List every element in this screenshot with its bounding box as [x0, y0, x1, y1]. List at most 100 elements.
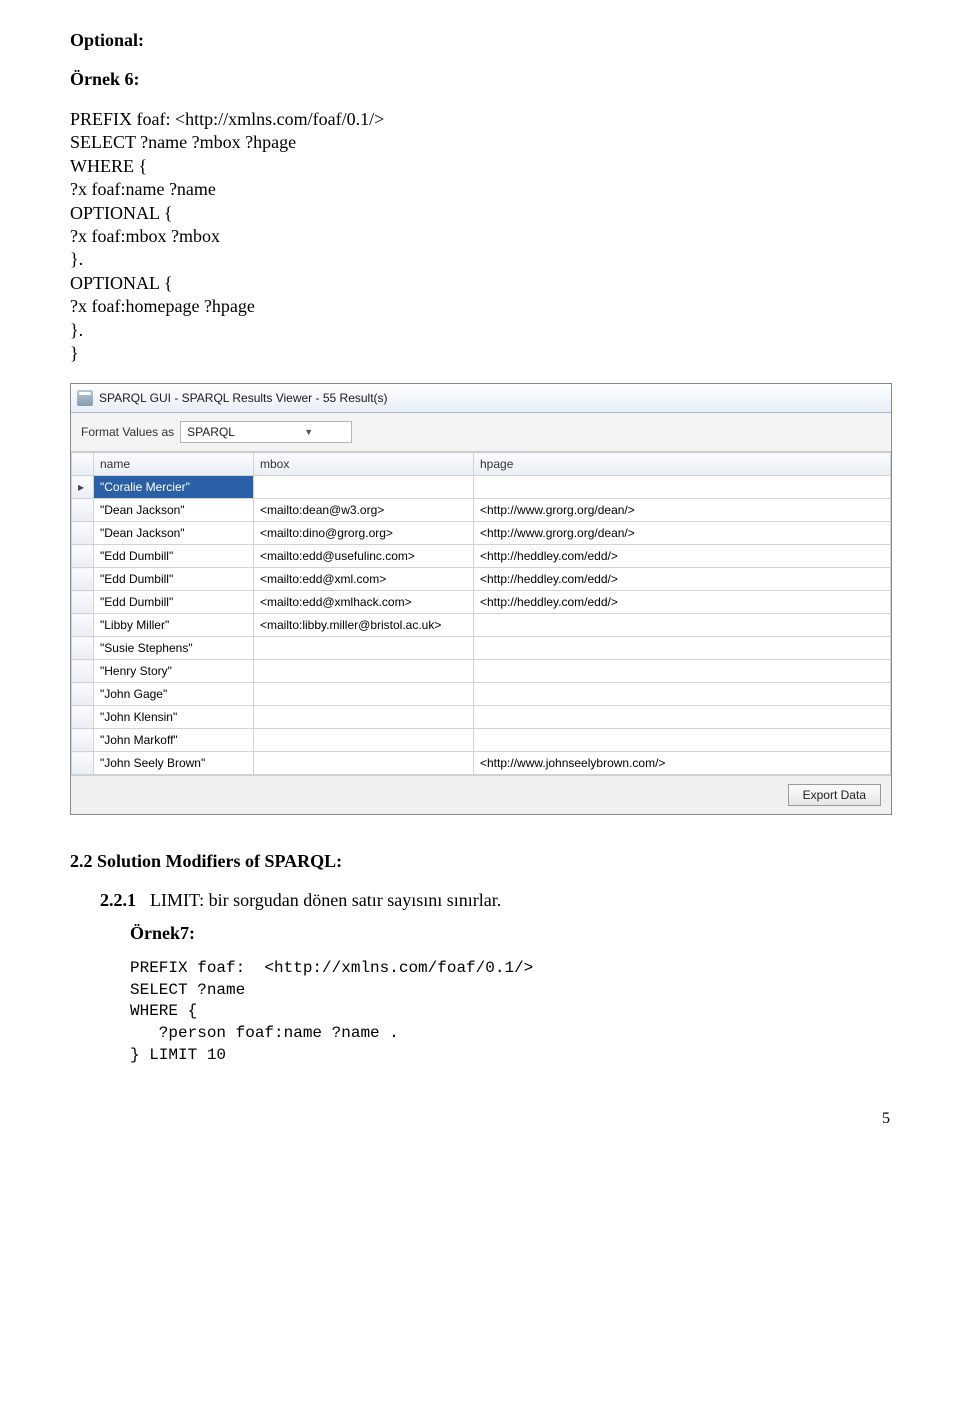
code-block-example7: PREFIX foaf: <http://xmlns.com/foaf/0.1/…	[130, 958, 890, 1066]
row-header[interactable]	[72, 499, 94, 522]
cell[interactable]	[474, 706, 891, 729]
cell[interactable]: "Susie Stephens"	[94, 637, 254, 660]
code-line: PREFIX foaf: <http://xmlns.com/foaf/0.1/…	[70, 108, 890, 131]
table-row[interactable]: "Dean Jackson"<mailto:dean@w3.org><http:…	[72, 499, 891, 522]
row-header[interactable]	[72, 752, 94, 775]
cell[interactable]: "Edd Dumbill"	[94, 545, 254, 568]
row-header[interactable]	[72, 591, 94, 614]
code-line: OPTIONAL {	[70, 202, 890, 225]
cell[interactable]	[474, 660, 891, 683]
chevron-down-icon: ▼	[266, 422, 351, 442]
results-grid[interactable]: namemboxhpage▸"Coralie Mercier""Dean Jac…	[71, 452, 891, 775]
cell[interactable]: <mailto:edd@xmlhack.com>	[254, 591, 474, 614]
cell[interactable]: <mailto:edd@xml.com>	[254, 568, 474, 591]
table-row[interactable]: "Libby Miller"<mailto:libby.miller@brist…	[72, 614, 891, 637]
table-row[interactable]: "Susie Stephens"	[72, 637, 891, 660]
cell[interactable]: <http://www.grorg.org/dean/>	[474, 522, 891, 545]
cell[interactable]: <mailto:dino@grorg.org>	[254, 522, 474, 545]
table-row[interactable]: "Edd Dumbill"<mailto:edd@xmlhack.com><ht…	[72, 591, 891, 614]
cell[interactable]: "John Klensin"	[94, 706, 254, 729]
row-header[interactable]	[72, 614, 94, 637]
row-header[interactable]	[72, 660, 94, 683]
window-bottom-bar: Export Data	[71, 775, 891, 814]
row-header[interactable]	[72, 729, 94, 752]
database-icon	[77, 390, 93, 406]
toolbar: Format Values as SPARQL ▼	[71, 413, 891, 451]
cell[interactable]	[254, 683, 474, 706]
cell[interactable]: <http://www.grorg.org/dean/>	[474, 499, 891, 522]
cell[interactable]: <mailto:libby.miller@bristol.ac.uk>	[254, 614, 474, 637]
cell[interactable]: "Libby Miller"	[94, 614, 254, 637]
cell[interactable]: "Dean Jackson"	[94, 522, 254, 545]
window-title: SPARQL GUI - SPARQL Results Viewer - 55 …	[99, 391, 388, 405]
section-2-2-heading: 2.2 Solution Modifiers of SPARQL:	[70, 851, 890, 872]
cell[interactable]: "Coralie Mercier"	[94, 476, 254, 499]
code-line: }	[70, 342, 890, 365]
table-row[interactable]: "John Seely Brown" <http://www.johnseelyb…	[72, 752, 891, 775]
cell[interactable]: <http://heddley.com/edd/>	[474, 545, 891, 568]
column-header[interactable]: hpage	[474, 453, 891, 476]
export-data-button[interactable]: Export Data	[788, 784, 881, 806]
optional-heading: Optional:	[70, 30, 890, 51]
example6-heading: Örnek 6:	[70, 69, 890, 90]
cell[interactable]: "John Markoff"	[94, 729, 254, 752]
code-line: OPTIONAL {	[70, 272, 890, 295]
row-header[interactable]	[72, 706, 94, 729]
subpoint-number: 2.2.1	[100, 890, 136, 910]
row-header[interactable]	[72, 637, 94, 660]
format-combo[interactable]: SPARQL ▼	[180, 421, 352, 443]
table-row[interactable]: ▸"Coralie Mercier"	[72, 476, 891, 499]
table-row[interactable]: "Henry Story"	[72, 660, 891, 683]
row-header[interactable]	[72, 683, 94, 706]
column-header[interactable]: name	[94, 453, 254, 476]
code-line: }.	[70, 319, 890, 342]
cell[interactable]	[474, 614, 891, 637]
table-row[interactable]: "John Klensin"	[72, 706, 891, 729]
cell[interactable]: <mailto:dean@w3.org>	[254, 499, 474, 522]
cell[interactable]: "Edd Dumbill"	[94, 568, 254, 591]
cell[interactable]	[474, 729, 891, 752]
table-row[interactable]: "Dean Jackson"<mailto:dino@grorg.org><ht…	[72, 522, 891, 545]
table-row[interactable]: "John Gage"	[72, 683, 891, 706]
table-row[interactable]: "Edd Dumbill"<mailto:edd@xml.com><http:/…	[72, 568, 891, 591]
code-block-example6: PREFIX foaf: <http://xmlns.com/foaf/0.1/…	[70, 108, 890, 365]
cell[interactable]	[254, 729, 474, 752]
cell[interactable]: "Henry Story"	[94, 660, 254, 683]
code-line: SELECT ?name ?mbox ?hpage	[70, 131, 890, 154]
cell[interactable]	[254, 660, 474, 683]
cell[interactable]: <http://heddley.com/edd/>	[474, 591, 891, 614]
cell[interactable]: <mailto:edd@usefulinc.com>	[254, 545, 474, 568]
cell[interactable]	[474, 476, 891, 499]
code-line: WHERE {	[70, 155, 890, 178]
row-header[interactable]	[72, 568, 94, 591]
cell[interactable]: "Dean Jackson"	[94, 499, 254, 522]
cell[interactable]: "John Seely Brown"	[94, 752, 254, 775]
cell[interactable]: <http://www.johnseelybrown.com/>	[474, 752, 891, 775]
code-line: ?x foaf:homepage ?hpage	[70, 295, 890, 318]
row-header[interactable]	[72, 522, 94, 545]
cell[interactable]: "John Gage"	[94, 683, 254, 706]
window-titlebar: SPARQL GUI - SPARQL Results Viewer - 55 …	[71, 384, 891, 413]
code-line: ?x foaf:name ?name	[70, 178, 890, 201]
format-label: Format Values as	[81, 425, 174, 439]
table-row[interactable]: "John Markoff"	[72, 729, 891, 752]
cell[interactable]	[254, 476, 474, 499]
grid-corner	[72, 453, 94, 476]
cell[interactable]	[474, 683, 891, 706]
cell[interactable]	[474, 637, 891, 660]
results-grid-wrap: namemboxhpage▸"Coralie Mercier""Dean Jac…	[71, 451, 891, 775]
column-header[interactable]: mbox	[254, 453, 474, 476]
row-header[interactable]: ▸	[72, 476, 94, 499]
row-header[interactable]	[72, 545, 94, 568]
cell[interactable]: <http://heddley.com/edd/>	[474, 568, 891, 591]
page-number: 5	[0, 1086, 960, 1138]
cell[interactable]	[254, 706, 474, 729]
results-window: SPARQL GUI - SPARQL Results Viewer - 55 …	[70, 383, 892, 815]
cell[interactable]	[254, 637, 474, 660]
cell[interactable]	[254, 752, 474, 775]
cell[interactable]: "Edd Dumbill"	[94, 591, 254, 614]
table-row[interactable]: "Edd Dumbill"<mailto:edd@usefulinc.com><…	[72, 545, 891, 568]
format-combo-value: SPARQL	[181, 425, 266, 439]
subpoint-text: LIMIT: bir sorgudan dönen satır sayısını…	[150, 890, 501, 910]
code-line: }.	[70, 248, 890, 271]
